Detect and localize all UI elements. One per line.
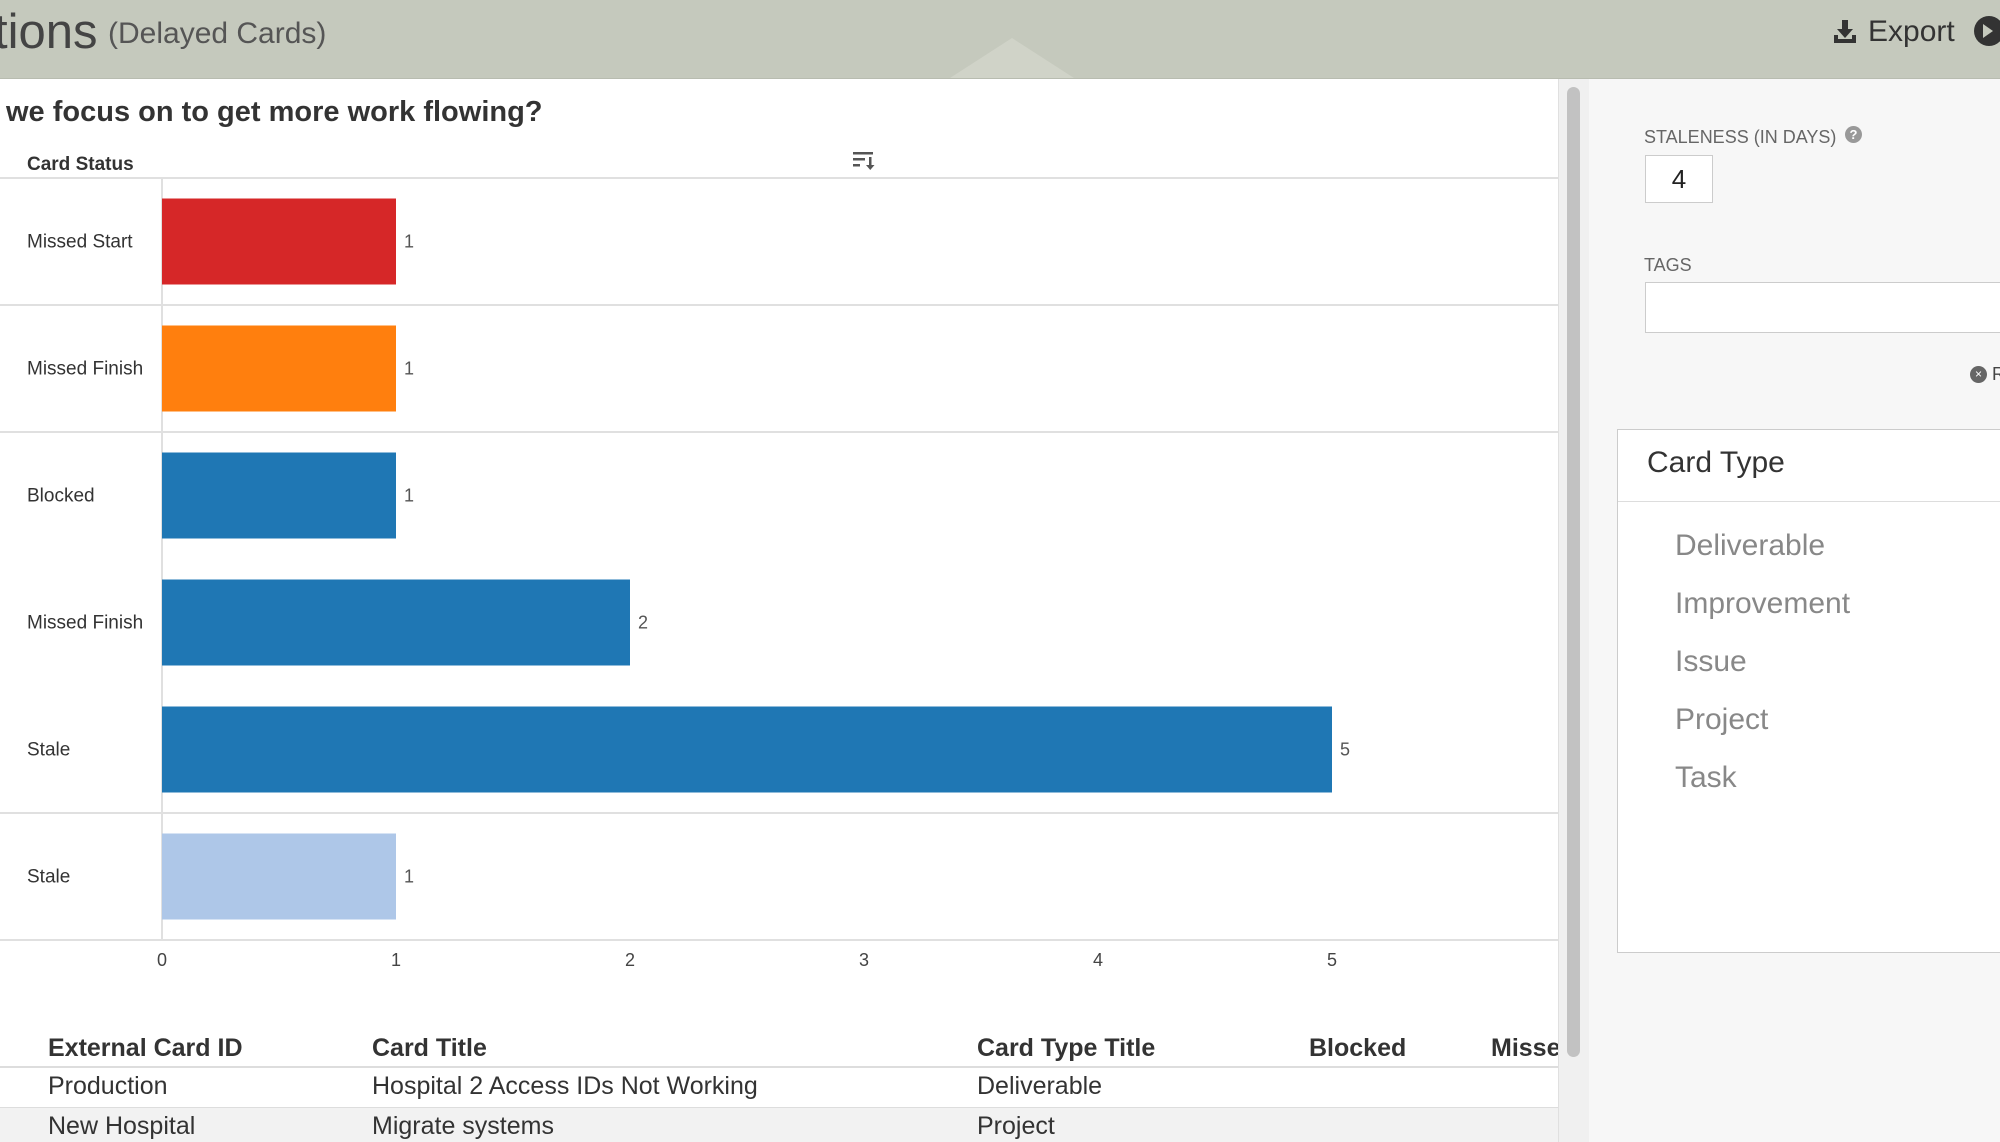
- cell-external-card-id: New Hospital: [48, 1112, 196, 1140]
- cards-table: External Card ID Card Title Card Type Ti…: [0, 1030, 1558, 1142]
- bar-value-label: 1: [404, 867, 414, 887]
- x-tick-label: 1: [391, 950, 401, 970]
- category-label: Blocked: [27, 486, 95, 507]
- cell-card-type-title: Project: [977, 1112, 1055, 1140]
- export-label: Export: [1868, 15, 1955, 48]
- x-tick-label: 4: [1093, 950, 1103, 970]
- clear-icon[interactable]: ×: [1970, 366, 1987, 383]
- bar-value-label: 2: [638, 613, 648, 633]
- scrollbar-thumb[interactable]: [1567, 87, 1580, 1057]
- download-icon: [1834, 20, 1856, 43]
- chart-bar[interactable]: [162, 452, 396, 539]
- x-tick-label: 5: [1327, 950, 1337, 970]
- category-label: Stale: [27, 867, 70, 888]
- card-type-header: Card Type: [1618, 430, 2000, 502]
- card-status-chart: Card Status Missed Start Missed Finish Blo…: [0, 154, 1558, 970]
- chart-question: we focus on to get more work flowing?: [6, 96, 543, 128]
- bar-value-label: 5: [1340, 740, 1350, 760]
- card-type-item-project[interactable]: Project: [1675, 703, 1769, 736]
- staleness-label: STALENESS (IN DAYS): [1644, 127, 1837, 147]
- sort-icon[interactable]: [853, 150, 877, 172]
- category-label: Missed Finish: [27, 359, 143, 380]
- clear-label[interactable]: R: [1992, 364, 2000, 384]
- chart-bar[interactable]: [162, 198, 396, 285]
- staleness-input[interactable]: [1645, 155, 1713, 203]
- category-label: Missed Start: [27, 232, 133, 253]
- cell-card-title: Hospital 2 Access IDs Not Working: [372, 1072, 758, 1100]
- column-header-external-card-id[interactable]: External Card ID: [48, 1034, 243, 1062]
- cell-external-card-id: Production: [48, 1072, 168, 1100]
- category-label: Stale: [27, 740, 70, 761]
- header-notch: [950, 38, 1074, 78]
- more-icon[interactable]: [1974, 16, 2000, 46]
- x-tick-label: 3: [859, 950, 869, 970]
- table-header: External Card ID Card Title Card Type Ti…: [0, 1030, 1558, 1068]
- page-title: tions: [0, 5, 98, 59]
- cell-card-type-title: Deliverable: [977, 1072, 1103, 1100]
- column-header-blocked[interactable]: Blocked: [1309, 1034, 1407, 1062]
- main-scrollbar[interactable]: [1558, 79, 1590, 1142]
- x-tick-label: 2: [625, 950, 635, 970]
- chart-bar[interactable]: [162, 833, 396, 920]
- tags-input[interactable]: [1645, 282, 2000, 333]
- card-type-item-task[interactable]: Task: [1675, 761, 1737, 794]
- card-type-item-issue[interactable]: Issue: [1675, 645, 1747, 678]
- card-type-item-improvement[interactable]: Improvement: [1675, 587, 1851, 620]
- bar-value-label: 1: [404, 486, 414, 506]
- column-header-missed[interactable]: Misse: [1491, 1034, 1558, 1062]
- bar-value-label: 1: [404, 232, 414, 252]
- page-subtitle: (Delayed Cards): [108, 17, 327, 50]
- bar-value-label: 1: [404, 359, 414, 379]
- chart-y-axis-title: Card Status: [27, 154, 134, 175]
- chart-bar[interactable]: [162, 579, 630, 666]
- tags-label: TAGS: [1644, 255, 1692, 275]
- table-row[interactable]: New Hospital Migrate systems Project: [0, 1108, 1558, 1142]
- chart-bar[interactable]: [162, 325, 396, 412]
- export-button[interactable]: Export: [1832, 14, 1955, 50]
- card-type-title: Card Type: [1647, 446, 1785, 479]
- cell-card-title: Migrate systems: [372, 1112, 554, 1140]
- card-type-item-deliverable[interactable]: Deliverable: [1675, 529, 1826, 562]
- x-tick-label: 0: [157, 950, 167, 970]
- card-type-filter: Card Type Deliverable Improvement Issue …: [1617, 429, 2000, 953]
- table-row[interactable]: Production Hospital 2 Access IDs Not Wor…: [0, 1068, 1558, 1108]
- column-header-card-type-title[interactable]: Card Type Title: [977, 1034, 1156, 1062]
- page-header: tions (Delayed Cards) Export: [0, 0, 2000, 79]
- category-label: Missed Finish: [27, 613, 143, 634]
- column-header-card-title[interactable]: Card Title: [372, 1034, 487, 1062]
- chart-bar[interactable]: [162, 706, 1332, 793]
- help-icon[interactable]: ?: [1845, 126, 1862, 143]
